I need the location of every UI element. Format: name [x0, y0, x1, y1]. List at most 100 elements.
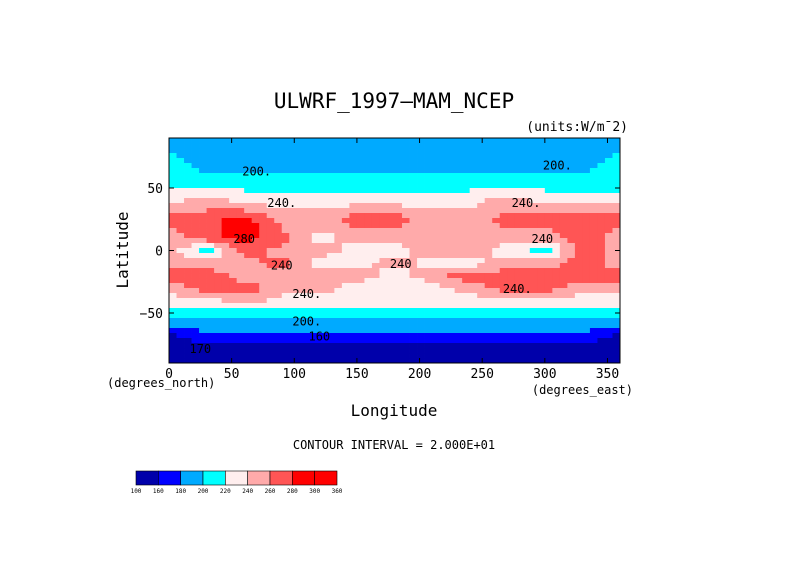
field-cell: [266, 273, 275, 279]
field-cell: [514, 238, 523, 244]
field-cell: [356, 298, 365, 304]
field-cell: [296, 223, 305, 229]
x-tick-label: 0: [165, 367, 173, 382]
field-cell: [304, 188, 313, 194]
field-cell: [529, 343, 538, 349]
field-cell: [597, 158, 606, 164]
field-cell: [304, 333, 313, 339]
field-cell: [409, 308, 418, 314]
field-cell: [304, 353, 313, 359]
field-cell: [589, 213, 598, 219]
field-cell: [169, 213, 177, 219]
field-cell: [462, 148, 471, 154]
field-cell: [409, 273, 418, 279]
field-cell: [379, 188, 388, 194]
field-cell: [417, 278, 425, 284]
field-cell: [319, 143, 328, 149]
field-cell: [499, 198, 508, 204]
field-cell: [522, 228, 531, 234]
field-cell: [604, 263, 613, 269]
field-cell: [424, 323, 433, 329]
field-cell: [176, 208, 185, 214]
field-cell: [199, 328, 207, 334]
field-cell: [214, 148, 223, 154]
field-cell: [229, 208, 238, 214]
field-cell: [424, 263, 433, 269]
field-cell: [559, 353, 568, 359]
field-cell: [386, 158, 395, 164]
field-cell: [319, 253, 328, 259]
field-cell: [604, 288, 613, 294]
field-cell: [274, 168, 283, 174]
field-cell: [229, 178, 238, 184]
field-cell: [402, 143, 410, 149]
field-cell: [311, 148, 320, 154]
field-cell: [199, 203, 207, 209]
field-cell: [507, 298, 516, 304]
field-cell: [499, 288, 508, 294]
field-cell: [477, 318, 486, 324]
colorbar-swatch: [158, 470, 181, 486]
field-cell: [289, 158, 298, 164]
field-cell: [567, 243, 576, 249]
field-cell: [462, 348, 471, 354]
field-cell: [386, 293, 395, 299]
field-cell: [582, 143, 591, 149]
field-cell: [356, 168, 365, 174]
field-cell: [574, 318, 583, 324]
field-cell: [507, 238, 516, 244]
field-cell: [319, 358, 328, 363]
field-cell: [236, 253, 245, 259]
field-cell: [567, 293, 576, 299]
field-cell: [184, 213, 192, 219]
field-cell: [221, 303, 230, 309]
field-cell: [469, 283, 478, 289]
field-cell: [274, 163, 283, 169]
field-cell: [304, 288, 313, 294]
field-cell: [356, 278, 365, 284]
field-cell: [544, 143, 553, 149]
field-cell: [612, 303, 620, 309]
field-cell: [221, 193, 230, 199]
field-cell: [371, 318, 380, 324]
field-cell: [582, 323, 591, 329]
field-cell: [469, 263, 478, 269]
field-cell: [319, 243, 328, 249]
field-cell: [439, 183, 448, 189]
field-cell: [236, 278, 245, 284]
field-cell: [612, 243, 620, 249]
field-cell: [221, 153, 230, 159]
field-cell: [326, 218, 335, 224]
field-cell: [514, 243, 523, 249]
field-cell: [296, 303, 305, 309]
field-cell: [469, 178, 478, 184]
field-cell: [514, 318, 523, 324]
field-cell: [567, 318, 576, 324]
field-cell: [266, 278, 275, 284]
field-cell: [612, 188, 620, 194]
field-cell: [394, 313, 403, 319]
field-cell: [214, 233, 223, 239]
field-cell: [184, 173, 192, 179]
field-cell: [507, 333, 516, 339]
field-cell: [567, 173, 576, 179]
field-cell: [612, 333, 620, 339]
field-cell: [402, 238, 410, 244]
field-cell: [492, 148, 501, 154]
field-cell: [552, 208, 561, 214]
field-cell: [379, 208, 388, 214]
field-cell: [214, 253, 223, 259]
field-cell: [319, 218, 328, 224]
field-cell: [289, 243, 298, 249]
field-cell: [371, 168, 380, 174]
field-cell: [229, 138, 238, 144]
field-cell: [409, 178, 418, 184]
field-cell: [334, 233, 343, 239]
field-cell: [589, 148, 598, 154]
field-cell: [176, 143, 185, 149]
contour-label: 240: [531, 232, 553, 246]
field-cell: [304, 323, 313, 329]
field-cell: [289, 223, 298, 229]
field-cell: [221, 173, 230, 179]
field-cell: [522, 353, 531, 359]
